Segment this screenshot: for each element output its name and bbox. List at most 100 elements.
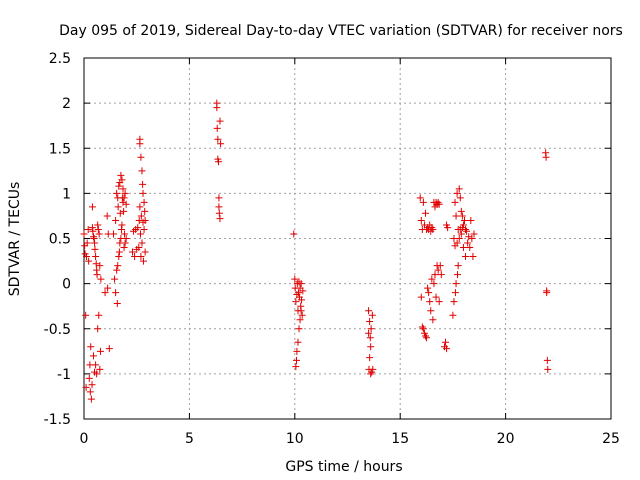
data-point bbox=[443, 345, 451, 353]
data-point bbox=[92, 253, 100, 261]
data-point bbox=[115, 253, 123, 261]
data-point bbox=[419, 325, 427, 333]
grid bbox=[84, 58, 611, 419]
data-point bbox=[120, 244, 128, 252]
data-point bbox=[292, 356, 300, 364]
data-point bbox=[214, 135, 222, 143]
data-point bbox=[95, 311, 103, 319]
data-point bbox=[136, 135, 144, 143]
data-point bbox=[92, 260, 100, 268]
data-point bbox=[429, 225, 437, 233]
data-point bbox=[290, 230, 298, 238]
data-point bbox=[453, 239, 461, 247]
data-point bbox=[367, 343, 375, 351]
data-point bbox=[94, 221, 102, 229]
data-point bbox=[451, 289, 459, 297]
data-point bbox=[83, 239, 91, 247]
data-point bbox=[105, 345, 113, 353]
data-point bbox=[213, 104, 221, 112]
data-point bbox=[452, 280, 460, 288]
y-tick-label: 1.5 bbox=[49, 141, 71, 157]
data-point bbox=[368, 311, 376, 319]
data-point bbox=[424, 284, 432, 292]
x-tick-label: 15 bbox=[391, 431, 409, 447]
data-point bbox=[427, 307, 435, 315]
data-point bbox=[417, 293, 425, 301]
data-point bbox=[214, 158, 222, 166]
data-point bbox=[93, 271, 101, 279]
data-point bbox=[121, 189, 129, 197]
data-point bbox=[95, 230, 103, 238]
data-point bbox=[83, 253, 91, 261]
data-point bbox=[291, 275, 299, 283]
data-point bbox=[119, 198, 127, 206]
data-point bbox=[92, 361, 100, 369]
data-point bbox=[436, 262, 444, 270]
data-point bbox=[136, 230, 144, 238]
data-point bbox=[82, 311, 90, 319]
data-point bbox=[449, 311, 457, 319]
data-point bbox=[85, 257, 93, 265]
y-tick-label: -0.5 bbox=[44, 322, 71, 338]
data-point bbox=[423, 334, 431, 342]
data-point bbox=[417, 216, 425, 224]
data-point bbox=[365, 329, 373, 337]
data-point bbox=[292, 298, 300, 306]
data-point bbox=[114, 203, 122, 211]
y-tick-label: 2.5 bbox=[49, 51, 71, 67]
data-point bbox=[89, 233, 97, 241]
data-point bbox=[460, 216, 468, 224]
data-point bbox=[426, 298, 434, 306]
x-tick-label: 20 bbox=[497, 431, 515, 447]
y-tick-label: 1 bbox=[62, 186, 71, 202]
data-point bbox=[138, 167, 146, 175]
data-point bbox=[437, 271, 445, 279]
x-tick-label: 5 bbox=[185, 431, 194, 447]
data-point bbox=[139, 189, 147, 197]
data-point bbox=[114, 262, 122, 270]
data-point bbox=[365, 307, 373, 315]
data-point bbox=[457, 230, 465, 238]
data-point bbox=[442, 338, 450, 346]
data-point bbox=[91, 239, 99, 247]
data-point bbox=[137, 253, 145, 261]
data-point bbox=[141, 248, 149, 256]
data-point bbox=[294, 338, 302, 346]
data-point bbox=[112, 216, 120, 224]
x-tick-labels: 0 5 10 15 20 25 bbox=[80, 431, 620, 447]
x-axis-label: GPS time / hours bbox=[285, 459, 402, 475]
data-point bbox=[135, 244, 143, 252]
data-point bbox=[93, 370, 101, 378]
data-point bbox=[103, 212, 111, 220]
data-point bbox=[425, 289, 433, 297]
data-point bbox=[454, 271, 462, 279]
data-point bbox=[428, 275, 436, 283]
data-point bbox=[215, 194, 223, 202]
data-point bbox=[120, 194, 128, 202]
data-point bbox=[366, 354, 374, 362]
data-point bbox=[141, 207, 149, 215]
data-point bbox=[455, 185, 463, 193]
data-point bbox=[104, 284, 112, 292]
data-point bbox=[465, 233, 473, 241]
data-point bbox=[295, 325, 303, 333]
data-point bbox=[467, 216, 475, 224]
data-point bbox=[435, 200, 443, 208]
data-point bbox=[469, 253, 477, 261]
data-point bbox=[459, 221, 467, 229]
data-point bbox=[367, 370, 375, 378]
data-point bbox=[139, 180, 147, 188]
y-axis-label: SDTVAR / TECUs bbox=[7, 182, 23, 297]
data-point bbox=[94, 325, 102, 333]
data-point bbox=[543, 289, 551, 297]
data-point bbox=[215, 209, 223, 217]
data-point bbox=[138, 239, 146, 247]
data-point bbox=[421, 332, 429, 340]
data-point bbox=[96, 262, 104, 270]
data-point bbox=[87, 395, 95, 403]
data-point bbox=[140, 225, 148, 233]
data-point bbox=[295, 289, 303, 297]
data-point bbox=[113, 189, 121, 197]
